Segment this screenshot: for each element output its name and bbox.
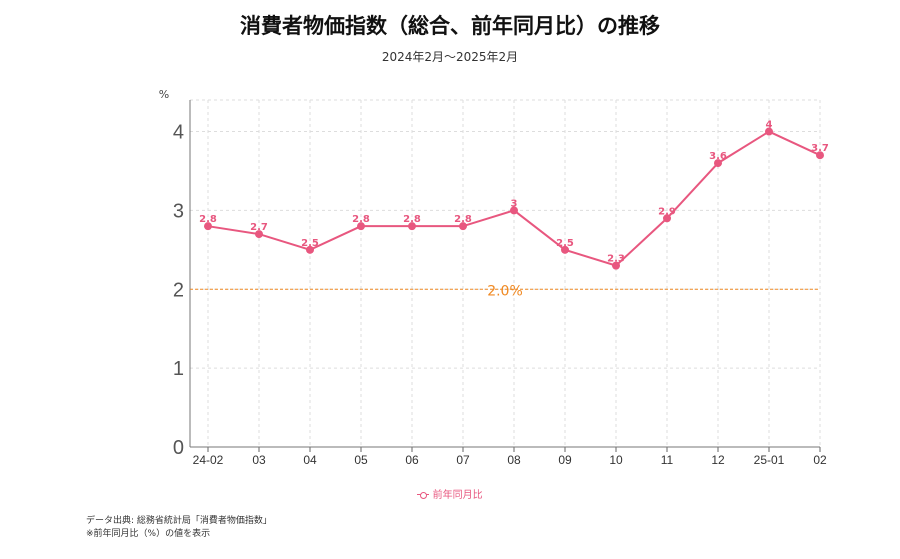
x-tick-label: 08	[507, 453, 521, 467]
data-point	[306, 245, 314, 254]
x-tick-label: 09	[558, 453, 572, 467]
data-label: 2.8	[454, 214, 472, 225]
data-point	[561, 245, 569, 254]
data-point	[255, 230, 263, 239]
data-label: 3.6	[709, 151, 727, 162]
data-label: 4	[766, 120, 773, 131]
data-point	[459, 222, 467, 231]
data-point	[612, 261, 620, 270]
data-point	[663, 214, 671, 223]
data-label: 3	[511, 198, 518, 209]
legend: 前年同月比	[0, 486, 900, 501]
data-point	[408, 222, 416, 231]
y-tick-label: 0	[173, 437, 184, 459]
source-note: データ出典: 総務省統計局「消費者物価指数」	[86, 516, 272, 526]
x-tick-label: 02	[813, 453, 827, 467]
data-label: 2.8	[403, 214, 421, 225]
chart-title: 消費者物価指数（総合、前年同月比）の推移	[240, 14, 660, 38]
x-tick-label: 25-01	[754, 453, 785, 467]
legend-entry: 前年同月比	[432, 490, 483, 501]
x-tick-label: 11	[661, 453, 674, 467]
y-tick-label: 3	[173, 200, 184, 222]
y-tick-label: 4	[173, 122, 184, 144]
x-tick-label: 05	[354, 453, 368, 467]
data-label: 2.5	[301, 238, 319, 249]
y-tick-label: 2	[173, 279, 184, 301]
x-tick-label: 04	[303, 453, 317, 467]
data-label: 2.8	[352, 214, 370, 225]
data-point	[816, 151, 824, 160]
footnotes: データ出典: 総務省統計局「消費者物価指数」 ※前年同月比（%）の値を表示	[86, 515, 272, 541]
y-tick-label: 1	[173, 358, 184, 380]
data-label: 2.8	[199, 214, 217, 225]
data-point	[204, 222, 212, 231]
y-axis-label: %	[159, 88, 169, 101]
x-tick-label: 10	[609, 453, 623, 467]
x-tick-label: 07	[456, 453, 470, 467]
x-tick-label: 24-02	[193, 453, 224, 467]
data-point	[510, 206, 518, 215]
chart-subtitle: 2024年2月〜2025年2月	[381, 50, 519, 64]
data-point	[357, 222, 365, 231]
value-note: ※前年同月比（%）の値を表示	[86, 529, 211, 539]
reference-line-label: 2.0%	[487, 283, 523, 299]
data-label: 3.7	[811, 143, 829, 154]
data-label: 2.9	[658, 206, 676, 217]
data-label: 2.5	[556, 238, 574, 249]
data-point	[765, 127, 773, 136]
data-point	[714, 159, 722, 168]
data-label: 2.3	[607, 254, 625, 265]
legend-line-marker-icon	[417, 491, 430, 499]
x-tick-label: 06	[405, 453, 419, 467]
x-tick-label: 12	[711, 453, 725, 467]
x-tick-label: 03	[252, 453, 266, 467]
data-label: 2.7	[250, 222, 268, 233]
